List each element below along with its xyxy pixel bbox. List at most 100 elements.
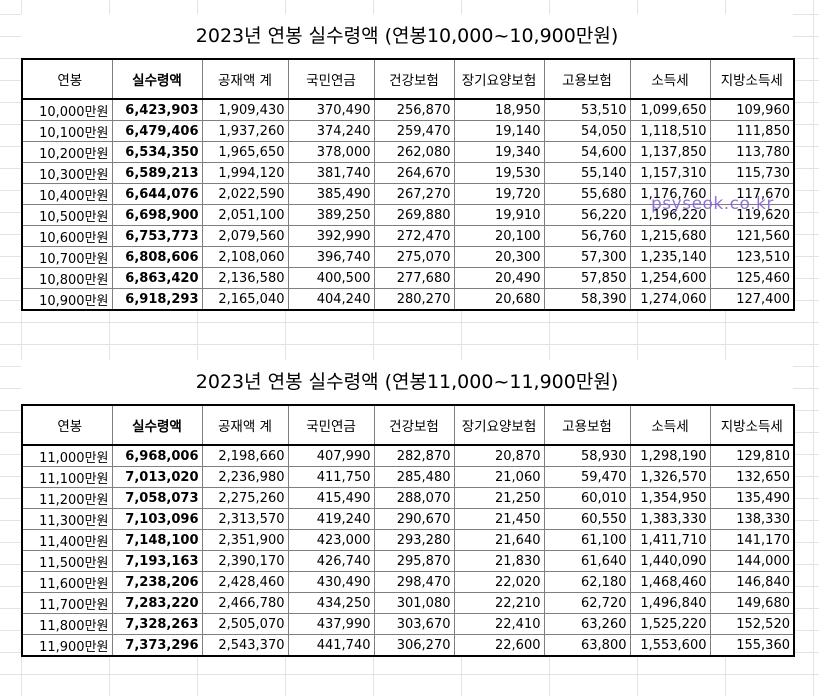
cell-ltc: 22,020 (453, 571, 545, 593)
cell-deduction-total: 2,543,370 (201, 634, 289, 657)
column-header-deduction-total: 공재액 계 (201, 404, 289, 446)
cell-salary: 11,400만원 (21, 529, 113, 551)
cell-income-tax: 1,157,310 (629, 162, 711, 184)
cell-local-tax: 144,000 (709, 550, 795, 572)
cell-pension: 381,740 (287, 162, 375, 184)
table-title: 2023년 연봉 실수령액 (연봉10,000~10,900만원) (21, 14, 793, 58)
cell-pension: 396,740 (287, 246, 375, 268)
column-header-employment: 고용보험 (543, 58, 631, 100)
cell-salary: 11,600만원 (21, 571, 113, 593)
cell-salary: 11,700만원 (21, 592, 113, 614)
cell-pension: 426,740 (287, 550, 375, 572)
cell-income-tax: 1,235,140 (629, 246, 711, 268)
cell-salary: 11,500만원 (21, 550, 113, 572)
cell-health: 295,870 (373, 550, 455, 572)
cell-deduction-total: 2,466,780 (201, 592, 289, 614)
cell-employment: 59,470 (543, 466, 631, 488)
column-header-income-tax: 소득세 (629, 404, 711, 446)
cell-deduction-total: 1,937,260 (201, 120, 289, 142)
cell-income-tax: 1,298,190 (629, 444, 711, 467)
table-row: 10,300만원 6,589,213 1,994,120 381,740 264,670… (21, 162, 795, 184)
cell-employment: 58,930 (543, 444, 631, 467)
cell-employment: 63,260 (543, 613, 631, 635)
column-header-net: 실수령액 (111, 58, 203, 100)
cell-local-tax: 129,810 (709, 444, 795, 467)
cell-local-tax: 155,360 (709, 634, 795, 657)
cell-net: 6,968,006 (111, 444, 203, 467)
cell-salary: 10,900만원 (21, 288, 113, 311)
column-header-health: 건강보험 (373, 58, 455, 100)
cell-employment: 56,220 (543, 204, 631, 226)
cell-ltc: 21,450 (453, 508, 545, 530)
cell-local-tax: 121,560 (709, 225, 795, 247)
cell-salary: 11,900만원 (21, 634, 113, 657)
cell-ltc: 19,910 (453, 204, 545, 226)
cell-deduction-total: 1,909,430 (201, 98, 289, 121)
cell-net: 7,193,163 (111, 550, 203, 572)
cell-employment: 55,140 (543, 162, 631, 184)
cell-deduction-total: 2,136,580 (201, 267, 289, 289)
cell-net: 6,479,406 (111, 120, 203, 142)
cell-ltc: 19,340 (453, 141, 545, 163)
cell-ltc: 19,530 (453, 162, 545, 184)
table-row: 10,900만원 6,918,293 2,165,040 404,240 280,270… (21, 288, 795, 311)
cell-local-tax: 115,730 (709, 162, 795, 184)
cell-salary: 11,000만원 (21, 444, 113, 467)
cell-ltc: 20,100 (453, 225, 545, 247)
cell-net: 6,753,773 (111, 225, 203, 247)
cell-ltc: 19,140 (453, 120, 545, 142)
cell-ltc: 20,680 (453, 288, 545, 311)
cell-income-tax: 1,383,330 (629, 508, 711, 530)
cell-income-tax: 1,496,840 (629, 592, 711, 614)
cell-employment: 57,300 (543, 246, 631, 268)
cell-local-tax: 111,850 (709, 120, 795, 142)
cell-local-tax: 109,960 (709, 98, 795, 121)
column-header-employment: 고용보험 (543, 404, 631, 446)
cell-deduction-total: 2,505,070 (201, 613, 289, 635)
table-row: 10,100만원 6,479,406 1,937,260 374,240 259,470… (21, 120, 795, 142)
cell-net: 7,373,296 (111, 634, 203, 657)
cell-net: 7,148,100 (111, 529, 203, 551)
cell-salary: 10,700만원 (21, 246, 113, 268)
column-header-pension: 국민연금 (287, 404, 375, 446)
cell-income-tax: 1,468,460 (629, 571, 711, 593)
cell-pension: 370,490 (287, 98, 375, 121)
cell-income-tax: 1,274,060 (629, 288, 711, 311)
table-row: 11,300만원 7,103,096 2,313,570 419,240 290,670… (21, 508, 795, 530)
table-row: 11,900만원 7,373,296 2,543,370 441,740 306,270… (21, 634, 795, 657)
cell-net: 6,423,903 (111, 98, 203, 121)
cell-income-tax: 1,196,220 (629, 204, 711, 226)
cell-income-tax: 1,254,600 (629, 267, 711, 289)
cell-health: 298,470 (373, 571, 455, 593)
cell-salary: 11,800만원 (21, 613, 113, 635)
column-header-local-tax: 지방소득세 (709, 58, 795, 100)
cell-local-tax: 146,840 (709, 571, 795, 593)
cell-local-tax: 123,510 (709, 246, 795, 268)
cell-deduction-total: 2,079,560 (201, 225, 289, 247)
cell-salary: 11,300만원 (21, 508, 113, 530)
table-title: 2023년 연봉 실수령액 (연봉11,000~11,900만원) (21, 360, 793, 404)
cell-employment: 60,550 (543, 508, 631, 530)
cell-ltc: 21,250 (453, 487, 545, 509)
cell-local-tax: 132,650 (709, 466, 795, 488)
cell-deduction-total: 2,351,900 (201, 529, 289, 551)
salary-table: 연봉 실수령액 공재액 계 국민연금 건강보험 장기요양보험 고용보험 소득세 지방소득세 10,… (21, 58, 795, 311)
cell-deduction-total: 1,965,650 (201, 141, 289, 163)
cell-health: 272,470 (373, 225, 455, 247)
cell-pension: 400,500 (287, 267, 375, 289)
cell-ltc: 18,950 (453, 98, 545, 121)
cell-ltc: 22,600 (453, 634, 545, 657)
table-row: 11,600만원 7,238,206 2,428,460 430,490 298,470… (21, 571, 795, 593)
cell-pension: 411,750 (287, 466, 375, 488)
cell-pension: 423,000 (287, 529, 375, 551)
cell-net: 6,534,350 (111, 141, 203, 163)
cell-health: 303,670 (373, 613, 455, 635)
cell-health: 277,680 (373, 267, 455, 289)
cell-health: 280,270 (373, 288, 455, 311)
cell-ltc: 21,060 (453, 466, 545, 488)
cell-deduction-total: 2,165,040 (201, 288, 289, 311)
cell-local-tax: 135,490 (709, 487, 795, 509)
cell-income-tax: 1,553,600 (629, 634, 711, 657)
cell-health: 259,470 (373, 120, 455, 142)
cell-health: 262,080 (373, 141, 455, 163)
